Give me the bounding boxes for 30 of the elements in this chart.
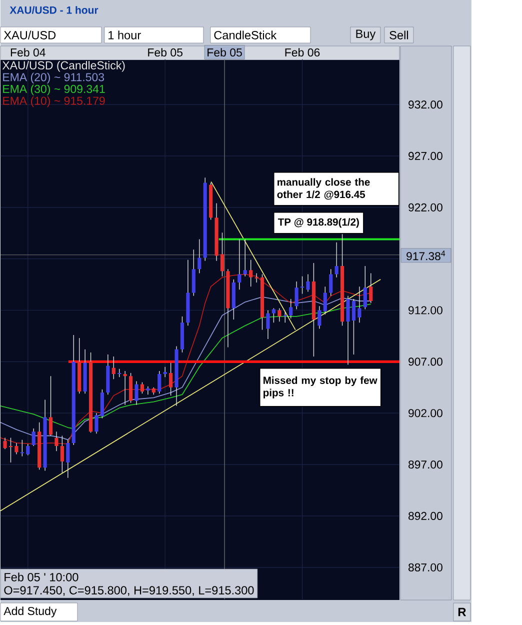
text: 1 hour [108, 30, 141, 40]
y-tick-label: 892.00 [408, 512, 442, 520]
x-tick-label: Feb 05 [148, 48, 182, 57]
y-tick-label: 897.00 [408, 460, 442, 469]
y-tick-label: 927.00 [408, 152, 442, 160]
annotation: Missed my stop by few pips !! [263, 376, 378, 398]
text: Add Study [3, 606, 56, 618]
text: Buy [356, 30, 376, 40]
text: EMA (30) ~ 909.341 [2, 84, 105, 96]
y-tick-label: 902.00 [408, 409, 442, 418]
text: EMA (10) ~ 915.179 [2, 96, 105, 108]
text: XAU/USD [4, 30, 56, 40]
annotation: manually close the other 1/2 @916.45 [277, 178, 370, 200]
text: R [458, 608, 466, 616]
text: EMA (20) ~ 911.503 [2, 72, 104, 84]
y-tick-label: 932.00 [408, 100, 442, 109]
text: CandleStick [214, 30, 276, 40]
annotation: O=917.450, C=915.800, H=919.550, L=915.300 [4, 586, 254, 596]
y-tick-label: 887.00 [408, 563, 442, 572]
chart-subtitle: XAU/USD (CandleStick) [2, 60, 125, 72]
y-tick-label: 912.00 [408, 306, 442, 314]
annotation: Feb 05 ' 10:00 [4, 572, 78, 582]
y-tick-label: 922.00 [408, 203, 442, 212]
x-tick-label: Feb 06 [285, 48, 320, 57]
text: Sell [389, 30, 408, 40]
annotation: TP @ 918.89(1/2) [278, 218, 359, 228]
y-tick-label: 907.00 [408, 358, 442, 366]
chart-title: XAU/USD - 1 hour [10, 6, 98, 14]
x-tick-label: Feb 04 [10, 48, 46, 57]
text: 917.38$^{4}$ [406, 250, 445, 260]
